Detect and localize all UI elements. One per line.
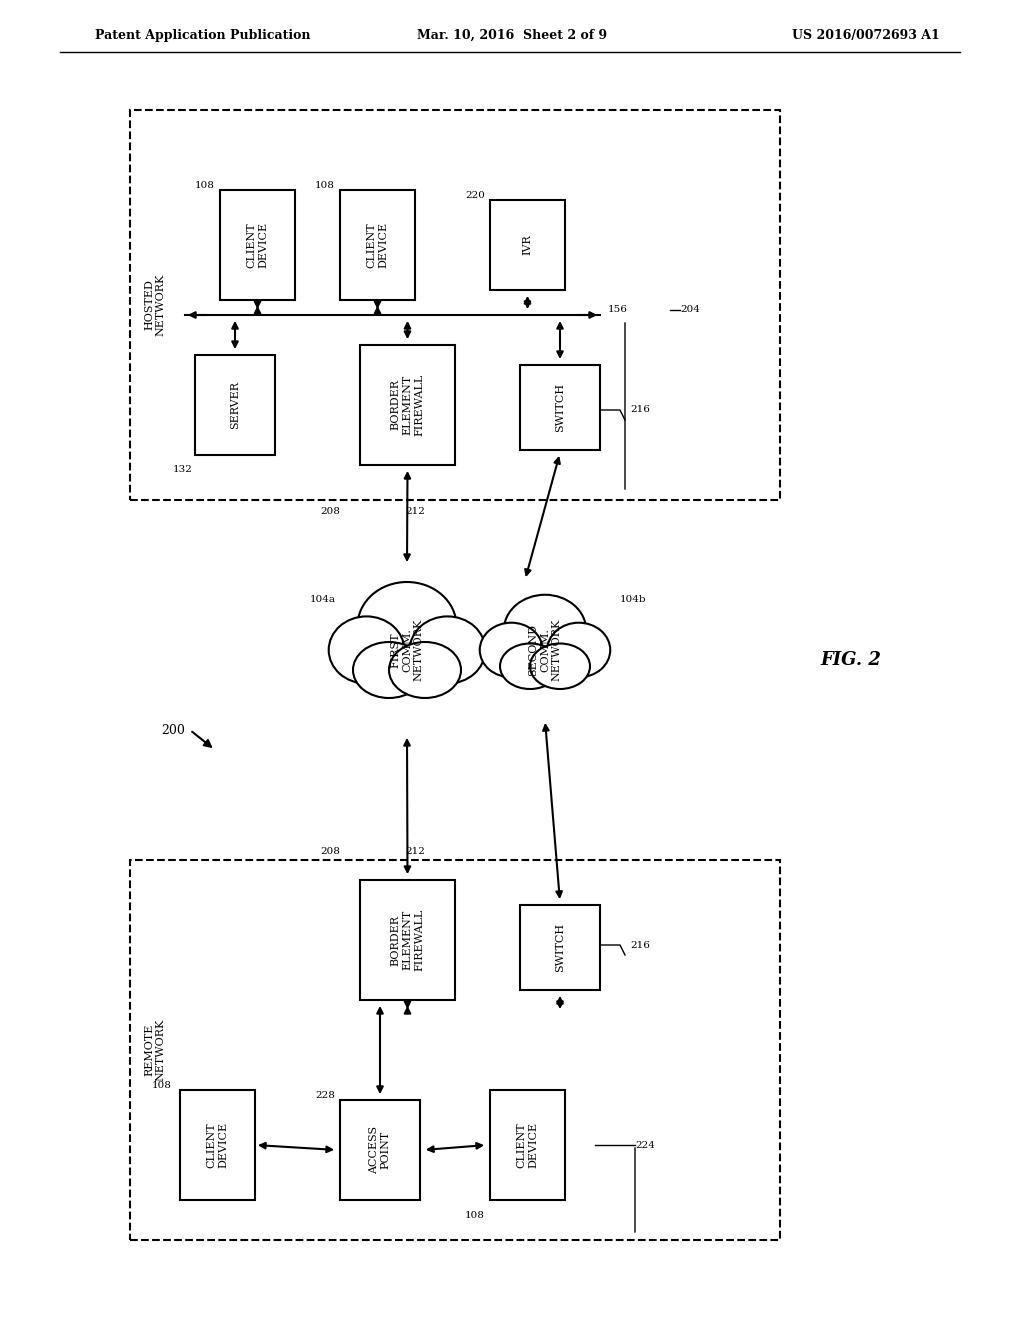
Text: SECOND
COMM.
NETWORK: SECOND COMM. NETWORK [528,619,561,681]
Text: 108: 108 [465,1210,485,1220]
FancyBboxPatch shape [520,366,600,450]
Text: 108: 108 [152,1081,172,1089]
FancyBboxPatch shape [340,190,415,300]
FancyBboxPatch shape [195,355,275,455]
Ellipse shape [547,623,610,677]
Text: 216: 216 [630,405,650,414]
Ellipse shape [353,642,425,698]
Ellipse shape [530,644,590,689]
Ellipse shape [410,616,485,684]
Text: FIG. 2: FIG. 2 [820,651,881,669]
Text: CLIENT
DEVICE: CLIENT DEVICE [367,222,388,268]
Text: IVR: IVR [522,235,532,255]
Text: HOSTED
NETWORK: HOSTED NETWORK [144,273,166,337]
Ellipse shape [357,582,457,671]
Ellipse shape [500,644,560,689]
FancyBboxPatch shape [490,201,565,290]
Text: 200: 200 [161,723,185,737]
Text: CLIENT
DEVICE: CLIENT DEVICE [247,222,268,268]
Text: 108: 108 [315,181,335,190]
Text: US 2016/0072693 A1: US 2016/0072693 A1 [793,29,940,41]
FancyBboxPatch shape [490,1090,565,1200]
Text: 132: 132 [173,466,193,474]
Ellipse shape [329,616,404,684]
FancyBboxPatch shape [520,906,600,990]
Text: 204: 204 [680,305,699,314]
Text: 216: 216 [630,940,650,949]
Text: 212: 212 [406,847,425,857]
Text: 208: 208 [321,847,340,857]
Bar [130,110,780,500]
Text: BORDER
ELEMENT
FIREWALL: BORDER ELEMENT FIREWALL [391,374,424,436]
Text: 220: 220 [465,190,485,199]
FancyBboxPatch shape [180,1090,255,1200]
Bar [130,861,780,1239]
Text: 104a: 104a [310,595,336,605]
Text: REMOTE
NETWORK: REMOTE NETWORK [144,1019,166,1081]
Text: FIRST
COMM.
NETWORK: FIRST COMM. NETWORK [390,619,424,681]
Text: BORDER
ELEMENT
FIREWALL: BORDER ELEMENT FIREWALL [391,909,424,972]
Text: 228: 228 [315,1090,335,1100]
Ellipse shape [389,642,461,698]
Text: CLIENT
DEVICE: CLIENT DEVICE [517,1122,539,1168]
FancyBboxPatch shape [360,345,455,465]
Text: SERVER: SERVER [230,381,240,429]
FancyBboxPatch shape [360,880,455,1001]
FancyBboxPatch shape [220,190,295,300]
Text: 224: 224 [635,1140,655,1150]
Text: 156: 156 [608,305,628,314]
Text: 104b: 104b [620,595,646,605]
Ellipse shape [504,595,587,667]
Ellipse shape [480,623,543,677]
Text: SWITCH: SWITCH [555,923,565,972]
Text: 208: 208 [321,507,340,516]
Text: CLIENT
DEVICE: CLIENT DEVICE [207,1122,228,1168]
FancyBboxPatch shape [340,1100,420,1200]
Text: 108: 108 [195,181,215,190]
Text: 212: 212 [406,507,425,516]
Text: Mar. 10, 2016  Sheet 2 of 9: Mar. 10, 2016 Sheet 2 of 9 [417,29,607,41]
Text: ACCESS
POINT: ACCESS POINT [370,1126,391,1173]
Text: SWITCH: SWITCH [555,383,565,432]
Text: Patent Application Publication: Patent Application Publication [95,29,310,41]
